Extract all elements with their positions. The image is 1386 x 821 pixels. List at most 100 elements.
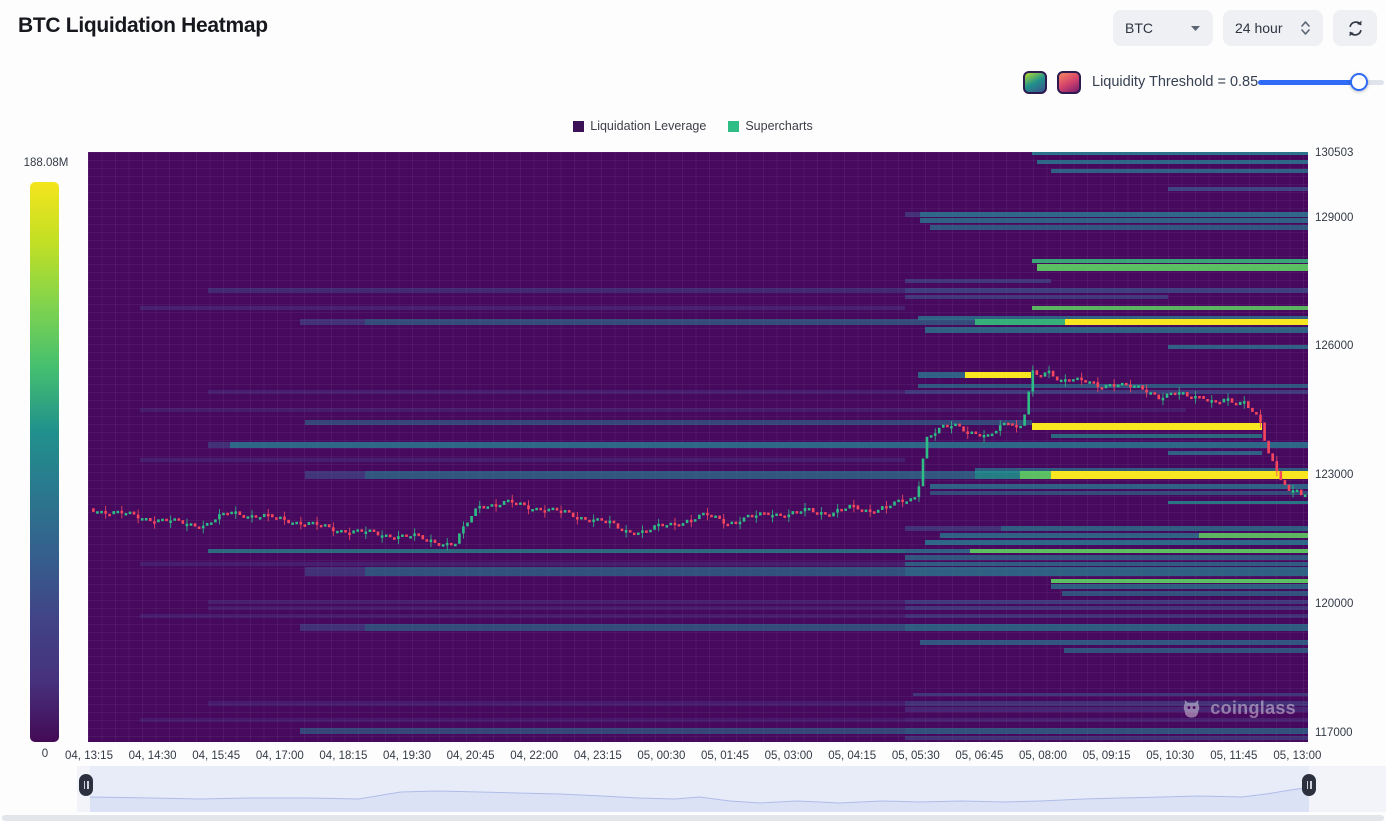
colormap-inferno-swatch[interactable]: [1057, 71, 1081, 94]
navigator-right-handle[interactable]: [1302, 774, 1316, 796]
liquidation-band: [1020, 470, 1051, 479]
liquidation-band: [140, 561, 906, 566]
time-tick-label: 05, 09:15: [1082, 750, 1131, 762]
heatmap-plot-area[interactable]: coinglass: [88, 152, 1308, 742]
liquidation-band: [905, 389, 1308, 394]
liquidation-band: [905, 700, 1308, 706]
liquidation-band: [1050, 433, 1262, 438]
candlestick-overlay: [92, 365, 1307, 551]
time-tick-label: 05, 04:15: [828, 750, 877, 762]
liquidation-band: [1032, 258, 1308, 263]
unfold-more-icon: [1301, 21, 1310, 35]
time-tick-label: 04, 22:00: [510, 750, 559, 762]
liquidation-band: [905, 566, 1308, 576]
liquidation-band: [920, 211, 1308, 217]
liquidation-band: [1050, 579, 1308, 584]
liquidation-band: [905, 600, 1308, 605]
liquidation-band: [207, 606, 906, 611]
liquidation-band: [1199, 533, 1308, 539]
navigator-area-chart: [89, 787, 1310, 812]
refresh-button[interactable]: [1333, 10, 1377, 46]
colormap-viridis-swatch[interactable]: [1023, 71, 1047, 94]
time-tick-label: 05, 10:30: [1146, 750, 1195, 762]
liquidation-band: [1064, 647, 1308, 653]
time-tick-label: 05, 05:30: [891, 750, 940, 762]
timeframe-select-value: 24 hour: [1235, 20, 1283, 36]
time-tick-label: 05, 13:00: [1273, 750, 1322, 762]
time-tick-label: 05, 00:30: [637, 750, 686, 762]
liquidation-band: [207, 389, 906, 394]
coinglass-watermark-text: coinglass: [1210, 698, 1296, 718]
liquidation-band: [207, 600, 906, 605]
horizontal-scrollbar[interactable]: [2, 815, 1384, 821]
liquidation-band: [1065, 318, 1308, 325]
liquidation-band: [300, 318, 365, 325]
liquidation-band: [300, 624, 365, 632]
liquidity-threshold-slider[interactable]: [1258, 73, 1384, 91]
liquidation-band: [974, 467, 1308, 473]
liquidation-band: [229, 441, 1308, 448]
legend-item-liquidation-leverage[interactable]: Liquidation Leverage: [573, 119, 706, 133]
liquidation-band: [1167, 187, 1308, 192]
liquidation-band: [905, 717, 1308, 722]
liquidation-band: [905, 211, 921, 217]
liquidation-band: [140, 613, 906, 618]
liquidation-band: [140, 305, 906, 310]
price-tick-label: 129000: [1315, 211, 1354, 224]
legend-item-supercharts[interactable]: Supercharts: [728, 119, 813, 133]
legend-label: Liquidation Leverage: [590, 119, 707, 133]
liquidation-band: [905, 735, 1308, 740]
liquidation-band: [1167, 450, 1262, 455]
liquidation-band: [974, 470, 1021, 479]
time-tick-label: 05, 06:45: [955, 750, 1004, 762]
liquidation-band: [905, 287, 1308, 293]
liquidation-band: [917, 316, 1308, 321]
liquidation-band: [364, 470, 975, 479]
liquidation-band: [207, 700, 906, 706]
legend-label: Supercharts: [745, 119, 813, 133]
liquidation-band: [1000, 525, 1308, 531]
liquidation-band: [939, 533, 1200, 539]
liquidation-band: [920, 640, 1308, 646]
liquidation-band: [207, 441, 230, 448]
legend-swatch-green: [728, 120, 740, 132]
liquidation-band: [970, 548, 1308, 553]
liquidation-band: [207, 548, 906, 553]
liquidation-band: [1050, 470, 1308, 479]
liquidation-band: [140, 408, 1186, 413]
liquidation-band: [929, 490, 1308, 495]
coinglass-logo-icon: [1184, 699, 1200, 718]
time-tick-label: 04, 23:15: [573, 750, 622, 762]
symbol-select[interactable]: BTC: [1113, 10, 1213, 46]
liquidation-band: [929, 483, 1308, 489]
liquidation-band: [305, 470, 365, 479]
liquidation-band: [905, 555, 1308, 561]
page-title: BTC Liquidation Heatmap: [18, 14, 268, 37]
price-tick-label: 123000: [1315, 469, 1354, 482]
liquidation-band: [905, 727, 1308, 734]
symbol-select-value: BTC: [1125, 20, 1153, 36]
chevron-down-icon: [1191, 25, 1200, 31]
timeframe-select[interactable]: 24 hour: [1223, 10, 1323, 46]
liquidation-band: [924, 540, 1308, 546]
liquidation-band: [140, 717, 906, 722]
navigator-left-handle[interactable]: [79, 774, 93, 796]
slider-handle[interactable]: [1349, 73, 1368, 91]
coinglass-watermark: coinglass: [1180, 697, 1296, 720]
liquidation-band: [905, 525, 1001, 531]
liquidation-band: [917, 383, 1308, 388]
price-tick-label: 117000: [1315, 727, 1353, 740]
liquidation-band: [364, 624, 906, 632]
time-tick-label: 04, 18:15: [319, 750, 368, 762]
liquidation-band: [905, 561, 1308, 566]
liquidation-band: [917, 371, 966, 378]
liquidation-band: [1032, 152, 1308, 155]
liquidation-band: [140, 457, 906, 462]
liquidity-threshold-label: Liquidity Threshold = 0.85: [1092, 74, 1259, 90]
liquidation-band: [905, 624, 1308, 632]
liquidation-band: [924, 327, 1308, 334]
liquidation-band: [905, 548, 971, 553]
time-tick-label: 05, 11:45: [1210, 750, 1258, 762]
liquidation-band: [905, 606, 1308, 611]
